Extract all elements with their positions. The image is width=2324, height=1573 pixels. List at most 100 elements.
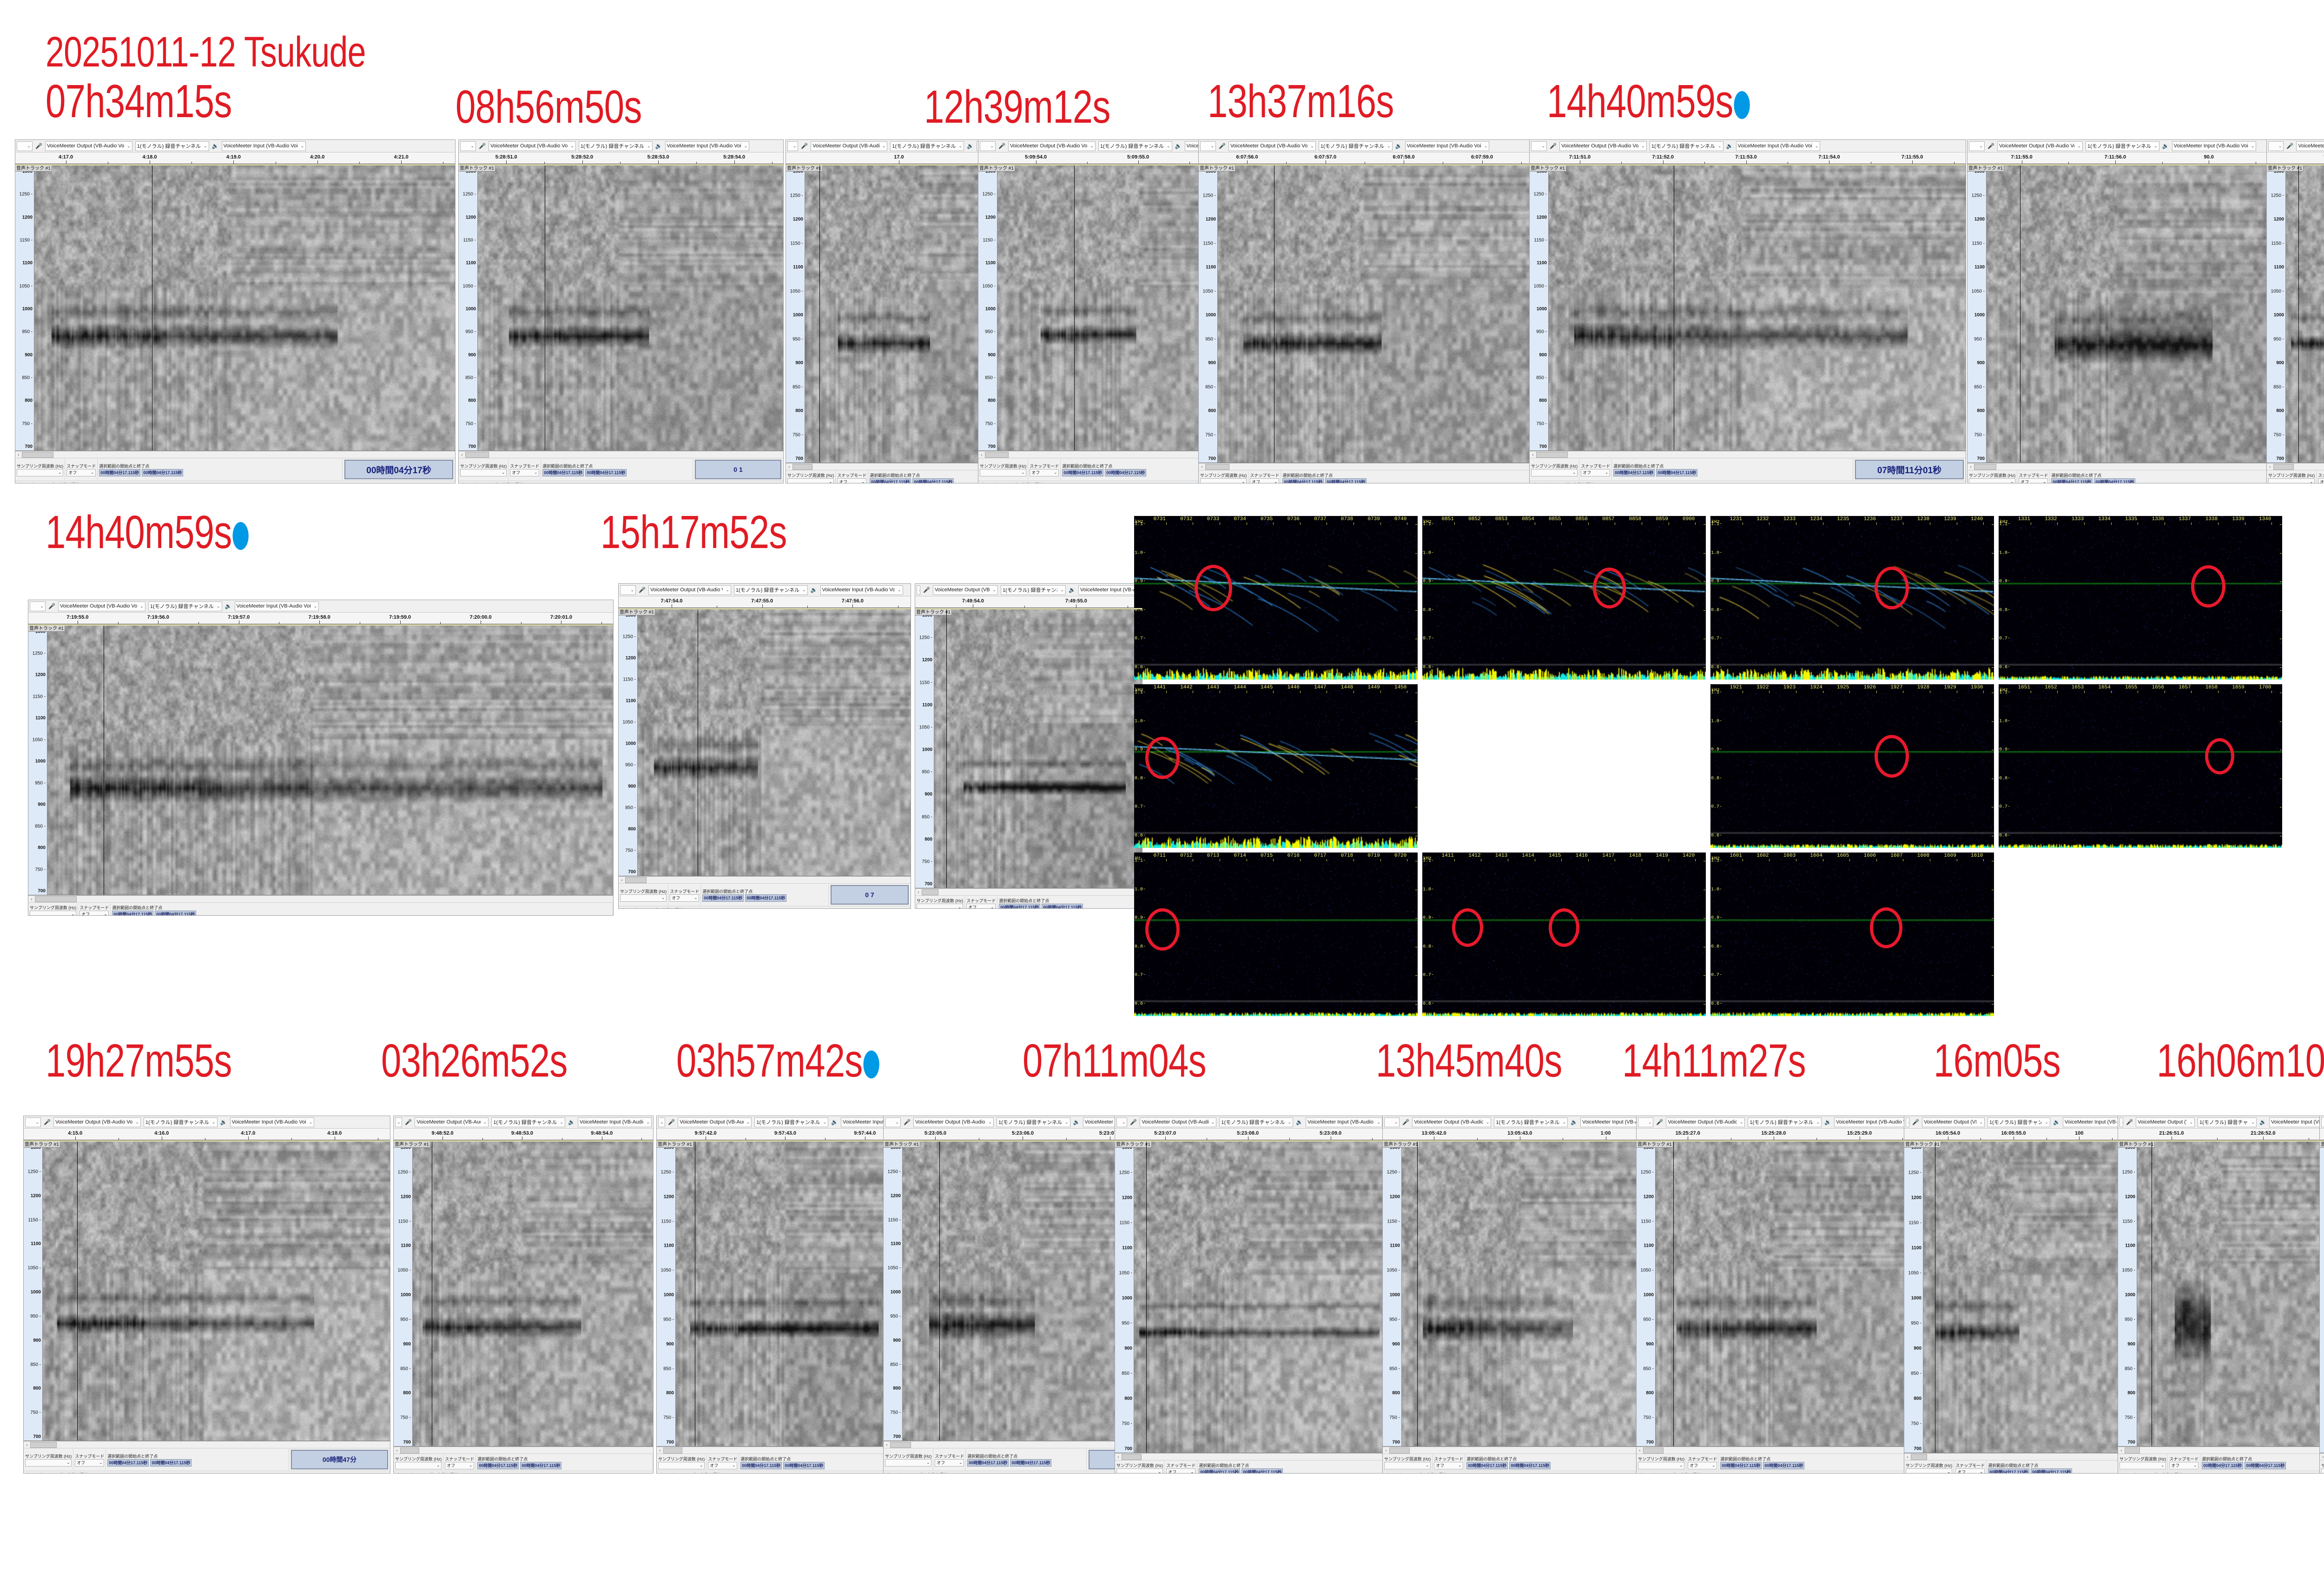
device-toolbar[interactable]: ⌄🎤VoiceMeeter Output (VB-Audio Vo⌄1(モノラル… [2118, 1116, 2322, 1129]
audio-position-display[interactable]: 0 7 [831, 885, 909, 905]
snap-mode-select[interactable]: オフ⌄ [1581, 469, 1611, 476]
recording-channels-select[interactable]: 1(モノラル) 録音チャンネル⌄ [733, 585, 808, 595]
timeline-ruler[interactable]: 7:11:51.0 7:11:52.0 7:11:53.0 7:11:54.0 7:11… [1530, 152, 1966, 164]
sdr-waterfall-sdr-5[interactable]: kHz 1441 1442 1443 1444 1445 1446 1447 1448 1449 1… [1134, 684, 1418, 848]
snap-mode-select[interactable]: オフ⌄ [445, 1461, 475, 1469]
sample-rate-select[interactable]: ⌄ [885, 1459, 932, 1467]
scroll-left-arrow[interactable]: ‹ [1385, 1448, 1387, 1453]
recording-channels-select[interactable]: 1(モノラル) 録音チャンネル⌄ [754, 1117, 829, 1127]
horizontal-scrollbar[interactable]: ‹ [15, 451, 455, 458]
input-device-select[interactable]: VoiceMeeter Output (VB-Audio Vo⌄ [1140, 1117, 1217, 1127]
horizontal-scrollbar[interactable]: ‹ [2320, 1453, 2324, 1460]
output-device-select[interactable]: VoiceMeeter Input (VB-Audio Voi⌄ [2269, 1117, 2322, 1127]
horizontal-scrollbar[interactable]: ‹ [1904, 1453, 2122, 1460]
output-device-select[interactable]: VoiceMeeter Input (VB-Audio Voi⌄ [1834, 1117, 1913, 1127]
sample-rate-select[interactable]: ⌄ [1384, 1461, 1431, 1469]
spectrogram-view[interactable] [637, 608, 911, 876]
sdr-waterfall-sdr-2[interactable]: kHz 0851 0852 0853 0854 0855 0856 0857 0858 0859 0… [1422, 516, 1706, 680]
scrollbar-thumb[interactable] [2125, 1447, 2140, 1454]
device-toolbar[interactable]: ⌄🎤VoiceMeeter Output (VB-Audio Vo⌄1(モノラル… [24, 1116, 390, 1129]
spectrogram-view[interactable] [1401, 1140, 1661, 1446]
recording-channels-select[interactable]: 1(モノラル) 録音チャンネル⌄ [1748, 1117, 1822, 1127]
scrollbar-thumb[interactable] [1205, 463, 1229, 470]
input-device-select[interactable]: VoiceMeeter Output (VB-Audio Vo⌄ [1666, 1117, 1745, 1127]
timeline-ruler[interactable]: 13:05:42.0 13:05:43.0 1:00 [1383, 1129, 1661, 1140]
selection-end-value[interactable]: 00時間04分17.115秒 [1105, 469, 1147, 476]
output-device-select[interactable]: VoiceMeeter Input (VB-Audio Voi⌄ [1736, 141, 1821, 151]
selection-start-value[interactable]: 00時間04分17.115秒 [2202, 1461, 2244, 1469]
sdr-waterfall-sdr-10[interactable]: kHz 1601 1602 1603 1604 1605 1606 1607 1608 1609 1… [1710, 853, 1994, 1016]
scroll-left-arrow[interactable]: ‹ [2269, 464, 2271, 469]
sample-rate-select[interactable]: ⌄ [2268, 478, 2315, 483]
selection-start-value[interactable]: 00時間04分17.115秒 [99, 469, 141, 476]
host-select[interactable]: ⌄ [787, 141, 799, 151]
scrollbar-thumb[interactable] [1974, 463, 1996, 470]
scrollbar-thumb[interactable] [1122, 1454, 1142, 1460]
timeline-ruler[interactable]: 15:25:27.0 15:25:28.0 15:25:29.0 [1637, 1129, 1915, 1140]
input-device-select[interactable]: VoiceMeeter Output (VB-Audio Vo⌄ [648, 585, 731, 595]
sample-rate-select[interactable]: ⌄ [620, 894, 667, 902]
scrollbar-thumb[interactable] [890, 1441, 911, 1448]
host-select[interactable]: ⌄ [2119, 1117, 2123, 1127]
snap-mode-select[interactable]: オフ⌄ [935, 1459, 964, 1467]
snap-mode-select[interactable]: オフ⌄ [510, 469, 540, 476]
recording-channels-select[interactable]: 1(モノラル) 録音チャンネル⌄ [2085, 141, 2159, 151]
scrollbar-thumb[interactable] [1389, 1447, 1410, 1454]
timeline-ruler[interactable]: 9:57:42.0 9:57:43.0 9:57:44.0 [657, 1129, 916, 1140]
output-device-select[interactable]: VoiceMeeter Input (VB-Audio Voi⌄ [820, 585, 903, 595]
selection-start-value[interactable]: 00時間04分17.115秒 [1720, 1461, 1762, 1469]
scroll-left-arrow[interactable]: ‹ [788, 464, 790, 469]
selection-end-value[interactable]: 00時間04分17.115秒 [155, 910, 197, 915]
device-toolbar[interactable]: ⌄🎤VoiceMeeter Output (VB-Audio Vo⌄1(モノラル… [1530, 140, 1966, 152]
selection-end-value[interactable]: 00時間04分17.115秒 [1010, 1459, 1052, 1467]
host-select[interactable]: ⌄ [1116, 1117, 1128, 1127]
horizontal-scrollbar[interactable]: ‹ [1199, 463, 1532, 470]
scrollbar-thumb[interactable] [985, 451, 1009, 458]
snap-mode-select[interactable]: オフ⌄ [2019, 478, 2048, 483]
sdr-waterfall-sdr-8[interactable]: Hz 0711 0712 0713 0714 0715 0716 0717 0718 0719 07… [1134, 853, 1418, 1016]
horizontal-scrollbar[interactable]: ‹ [1115, 1453, 1384, 1460]
host-select[interactable]: ⌄ [917, 585, 920, 595]
selection-end-value[interactable]: 00時間04分17.115秒 [1042, 903, 1083, 908]
scroll-left-arrow[interactable]: ‹ [396, 1448, 398, 1453]
horizontal-scrollbar[interactable]: ‹ [657, 1447, 916, 1454]
spectrogram-view[interactable] [1217, 164, 1532, 463]
sdr-waterfall-sdr-9[interactable]: kHz 1411 1412 1413 1414 1415 1416 1417 1418 1419 1… [1422, 853, 1706, 1016]
input-device-select[interactable]: VoiceMeeter Output (VB-Audio Vo⌄ [488, 141, 576, 151]
sample-rate-select[interactable]: ⌄ [787, 478, 834, 483]
horizontal-scrollbar[interactable]: ‹ [459, 451, 783, 458]
selection-end-value[interactable]: 00時間04分17.115秒 [783, 1461, 825, 1469]
input-device-select[interactable]: VoiceMeeter Output (VB-Audio Vo⌄ [2296, 141, 2324, 151]
input-device-select[interactable]: VoiceMeeter Output (VB-Audio Vo⌄ [1921, 1117, 1985, 1127]
recording-channels-select[interactable]: 1(モノラル) 録音チャンネル⌄ [890, 141, 964, 151]
timeline-ruler[interactable]: 16:05:54.0 16:05:55.0 100 [1904, 1129, 2122, 1140]
spectrogram-view[interactable] [42, 1140, 390, 1441]
timeline-ruler[interactable]: 4:15.0 4:16.0 4:17.0 4:18.0 [24, 1129, 390, 1140]
scrollbar-thumb[interactable] [465, 451, 489, 458]
output-device-select[interactable]: VoiceMeeter Input (VB-Audio Voi⌄ [1306, 1117, 1382, 1127]
scrollbar-thumb[interactable] [30, 1441, 57, 1448]
host-select[interactable]: ⌄ [1200, 141, 1216, 151]
sdr-waterfall-sdr-3[interactable]: kHz 1231 1232 1233 1234 1235 1236 1237 1238 1239 1… [1710, 516, 1994, 680]
device-toolbar[interactable]: ⌄🎤VoiceMeeter Output (VB-Audio Vo⌄1(モノラル… [15, 140, 455, 152]
timeline-ruler[interactable]: 5:28:51.0 5:28:52.0 5:28:53.0 5:28:54.0 [459, 152, 783, 164]
spectrogram-view[interactable] [34, 164, 455, 450]
sample-rate-select[interactable]: ⌄ [395, 1461, 442, 1469]
input-device-select[interactable]: VoiceMeeter Output (VB-Audio Vo⌄ [415, 1117, 489, 1127]
recording-channels-select[interactable]: 1(モノラル) 録音チャンネル⌄ [1098, 141, 1172, 151]
